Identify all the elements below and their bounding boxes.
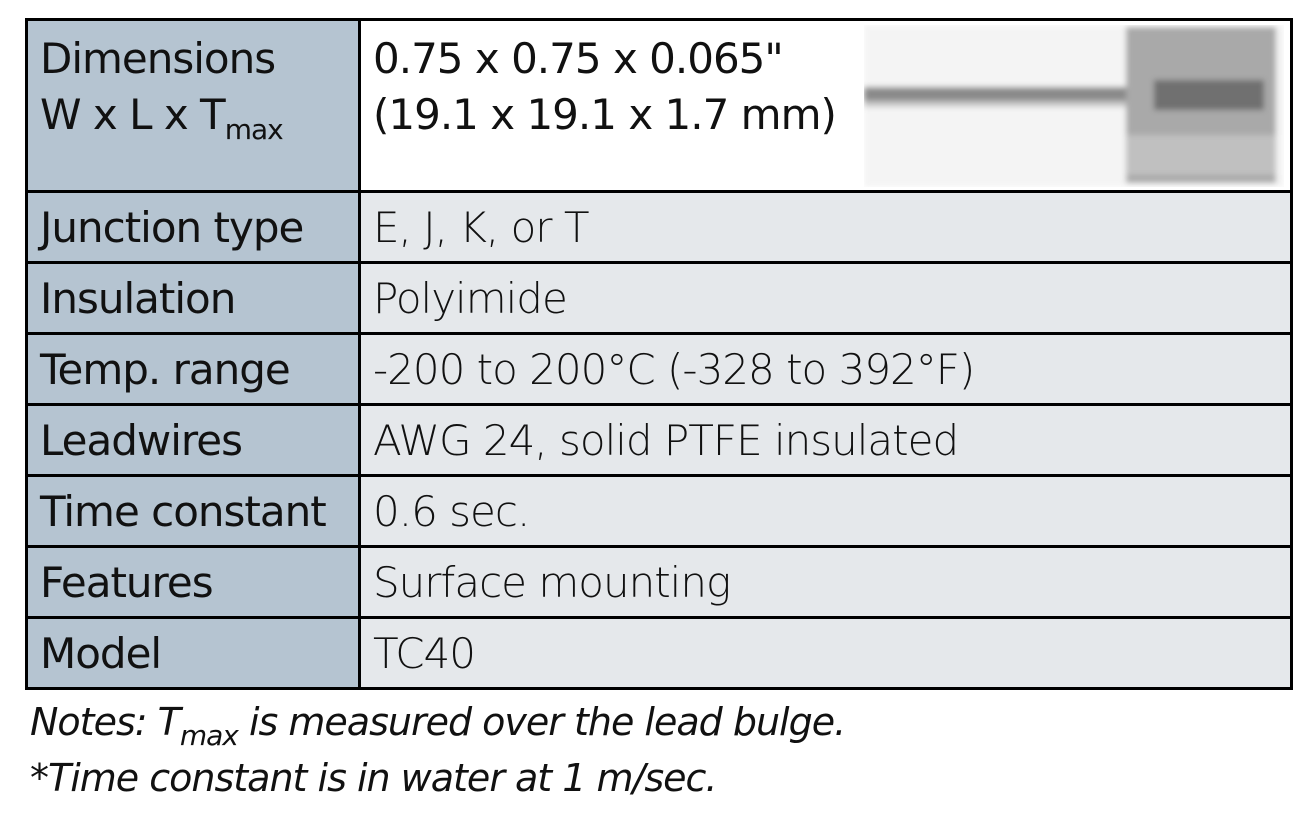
note: *Time constant is in water at 1 m/sec. <box>30 756 718 800</box>
row-value: Surface mounting <box>358 545 1293 619</box>
row-value: AWG 24, solid PTFE insulated <box>358 403 1293 477</box>
notes: Notes: Tmax is measured over the lead bu… <box>30 700 846 812</box>
subscript: max <box>179 719 239 752</box>
note-text: Notes: T <box>30 700 181 744</box>
value-line: (19.1 x 19.1 x 1.7 mm) <box>373 90 837 139</box>
row-value: -200 to 200°C (-328 to 392°F) <box>358 332 1293 406</box>
row-label: Time constant <box>25 474 361 548</box>
spec-table: Dimensions W x L x Tmax 0.75 x 0.75 x 0.… <box>25 18 1293 690</box>
note-text: is measured over the lead bulge. <box>237 700 846 744</box>
label-line: Dimensions <box>40 34 276 83</box>
row-label: Dimensions W x L x Tmax <box>25 18 361 193</box>
table-row: Features Surface mounting <box>25 545 1293 619</box>
sensor-image <box>864 25 1284 187</box>
row-value: TC40 <box>358 616 1293 690</box>
note: Notes: Tmax is measured over the lead bu… <box>30 700 846 756</box>
table-row: Time constant 0.6 sec. <box>25 474 1293 548</box>
row-label: Insulation <box>25 261 361 335</box>
row-label: Model <box>25 616 361 690</box>
row-value: Polyimide <box>358 261 1293 335</box>
row-label: Features <box>25 545 361 619</box>
label-line: W x L x Tmax <box>40 87 357 146</box>
label-text: W x L x T <box>40 90 226 139</box>
value-line: 0.75 x 0.75 x 0.065" <box>373 34 784 83</box>
row-value: 0.75 x 0.75 x 0.065" (19.1 x 19.1 x 1.7 … <box>358 18 1293 193</box>
table-row: Junction type E, J, K, or T <box>25 190 1293 264</box>
table-row: Insulation Polyimide <box>25 261 1293 335</box>
table-row: Temp. range -200 to 200°C (-328 to 392°F) <box>25 332 1293 406</box>
subscript: max <box>224 113 284 146</box>
row-label: Leadwires <box>25 403 361 477</box>
row-value: E, J, K, or T <box>358 190 1293 264</box>
row-label: Junction type <box>25 190 361 264</box>
row-label: Temp. range <box>25 332 361 406</box>
table-row: Model TC40 <box>25 616 1293 690</box>
table-row: Dimensions W x L x Tmax 0.75 x 0.75 x 0.… <box>25 18 1293 193</box>
table-row: Leadwires AWG 24, solid PTFE insulated <box>25 403 1293 477</box>
row-value: 0.6 sec. <box>358 474 1293 548</box>
